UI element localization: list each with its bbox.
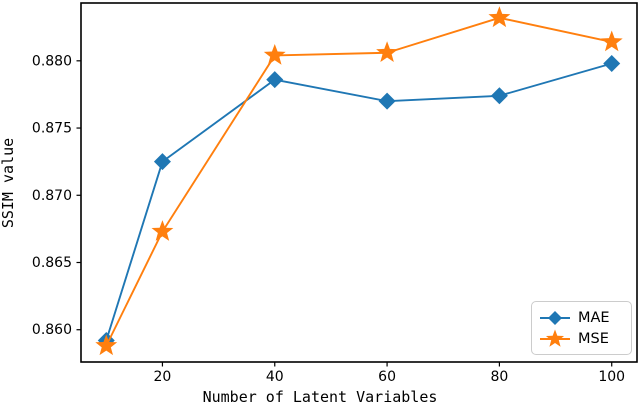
- series-mse: [95, 6, 623, 356]
- x-axis-label: Number of Latent Variables: [202, 388, 438, 406]
- y-tick-label: 0.860: [32, 322, 72, 338]
- mse-star-marker: [488, 6, 511, 28]
- mse-line: [105, 16, 612, 347]
- legend-label-mse: MSE: [578, 330, 609, 347]
- legend-entry-mae: MAE: [539, 307, 623, 328]
- y-tick-label: 0.875: [32, 121, 72, 137]
- mse-star-marker: [95, 334, 118, 356]
- legend-sample-star-icon: [545, 329, 565, 347]
- mse-star-marker-icon: [540, 329, 570, 347]
- legend-entry-mse: MSE: [539, 328, 623, 349]
- x-tick-label: 40: [266, 369, 284, 385]
- y-tick-label: 0.870: [32, 188, 72, 204]
- y-axis-label: SSIM value: [0, 137, 17, 229]
- mse-star-marker: [151, 220, 174, 241]
- x-tick-label: 60: [378, 369, 396, 385]
- mae-diamond-marker-icon: [540, 310, 570, 325]
- y-tick-label: 0.865: [32, 255, 72, 271]
- mae-line: [105, 62, 612, 341]
- mae-diamond-marker: [490, 87, 508, 105]
- mae-diamond-marker: [153, 153, 171, 171]
- x-tick-label: 100: [598, 369, 625, 385]
- y-tick-label: 0.880: [32, 53, 72, 69]
- mae-diamond-marker: [378, 92, 396, 110]
- plot-border: [80, 2, 638, 363]
- x-tick-label: 80: [490, 369, 508, 385]
- legend: MAE MSE: [531, 301, 632, 355]
- mse-star-marker: [600, 30, 623, 52]
- mae-diamond-marker: [266, 71, 284, 89]
- mae-diamond-marker: [603, 55, 621, 73]
- legend-sample-diamond-icon: [548, 310, 562, 325]
- mse-star-marker: [376, 41, 399, 63]
- mse-star-marker: [263, 43, 286, 65]
- legend-label-mae: MAE: [578, 309, 610, 326]
- x-tick-label: 20: [154, 369, 172, 385]
